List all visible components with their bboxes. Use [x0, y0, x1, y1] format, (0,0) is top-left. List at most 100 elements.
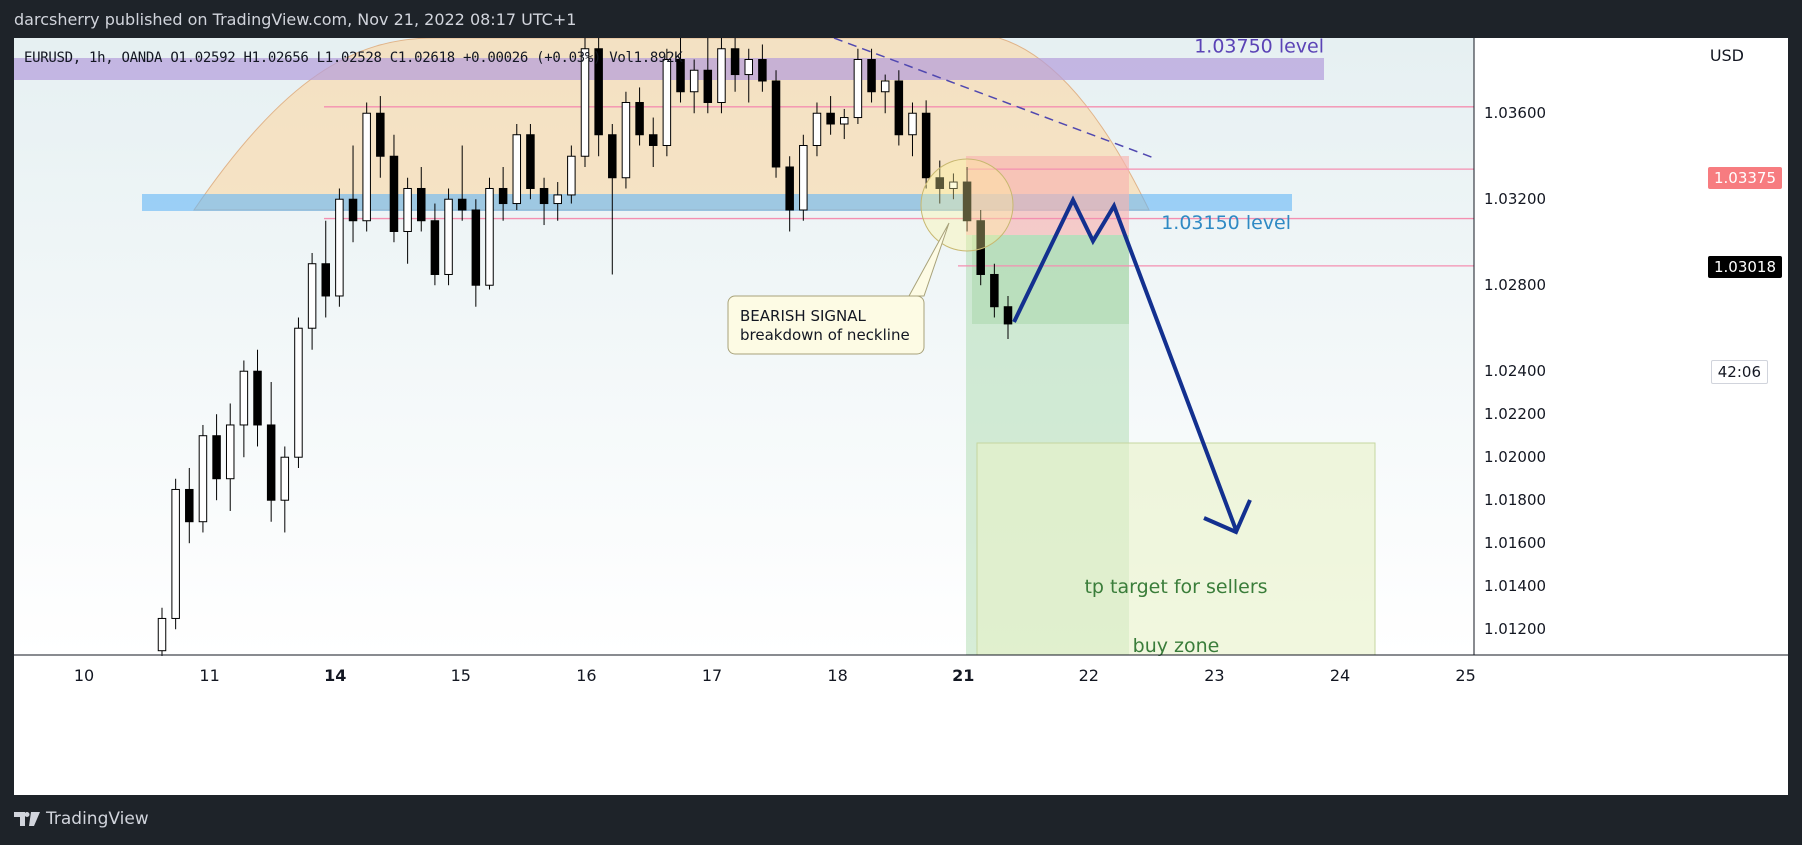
time-tick-24: 24 [1330, 666, 1350, 685]
candle-39 [689, 59, 699, 114]
candle-body [171, 488, 180, 619]
candle-0 [157, 607, 167, 662]
candle-body [512, 134, 522, 205]
candle-body [225, 424, 235, 480]
candle-17 [389, 134, 399, 243]
level-label-mid: 1.03150 level [1161, 212, 1291, 234]
price-tag-upper: 1.03375 [1707, 167, 1782, 189]
candle-body [335, 198, 344, 297]
candle-body [553, 194, 562, 205]
candle-body [280, 456, 290, 501]
candle-37 [662, 48, 672, 157]
publisher-line: darcsherry published on TradingView.com,… [14, 10, 577, 29]
candle-body [526, 134, 535, 189]
candle-body [826, 112, 835, 125]
time-tick-11: 11 [199, 666, 219, 685]
candle-49 [826, 96, 835, 135]
candle-body [785, 166, 794, 211]
candle-13 [335, 188, 344, 307]
candle-9 [280, 446, 290, 533]
dome-pattern [193, 38, 1150, 211]
candle-body [771, 80, 781, 168]
symbol-ohlc-legend: EURUSD, 1h, OANDA O1.02592 H1.02656 L1.0… [24, 50, 683, 66]
candle-44 [758, 44, 767, 92]
level-label-top: 1.03750 level [1194, 38, 1324, 58]
price-tick-5: 1.02000 [1484, 448, 1546, 466]
time-tick-21: 21 [952, 666, 974, 685]
candle-body [840, 117, 849, 125]
candle-62 [1003, 295, 1013, 339]
candle-body [321, 263, 330, 297]
candle-55 [908, 102, 917, 157]
candle-body [717, 48, 726, 103]
candle-body [730, 48, 740, 76]
candle-29 [553, 182, 562, 221]
time-axis-ticks: 10 11 14 15 16 17 18 21 22 23 24 25 [74, 666, 1476, 685]
candle-45 [771, 70, 781, 178]
candle-53 [880, 74, 890, 114]
candle-body [758, 58, 767, 82]
trendline-dashed [833, 38, 1155, 159]
time-tick-22: 22 [1079, 666, 1099, 685]
candle-body [294, 327, 303, 458]
price-tick-1: 1.03200 [1484, 190, 1546, 208]
price-tick-3: 1.02400 [1484, 362, 1546, 380]
price-tick-9: 1.01200 [1484, 620, 1546, 638]
candle-body [239, 370, 249, 426]
candle-51 [853, 48, 863, 124]
price-tick-0: 1.03600 [1484, 104, 1546, 122]
candle-body [198, 435, 208, 523]
candle-body [990, 273, 999, 308]
time-tick-25: 25 [1455, 666, 1475, 685]
candle-27 [526, 123, 535, 200]
time-tick-17: 17 [702, 666, 722, 685]
candle-19 [417, 166, 426, 232]
candle-11 [307, 252, 317, 350]
candle-body [894, 80, 904, 136]
candle-countdown: 42:06 [1710, 360, 1768, 384]
candle-2 [185, 467, 194, 544]
time-axis-bg[interactable] [14, 656, 1788, 695]
candle-body [417, 187, 426, 222]
candle-body [648, 134, 658, 146]
callout-body: breakdown of neckline [740, 326, 910, 344]
candle-56 [921, 100, 931, 189]
candle-body [444, 198, 453, 275]
buy-zone-box [976, 442, 1376, 656]
candle-1 [171, 478, 180, 630]
candle-21 [444, 188, 453, 286]
candle-body [689, 69, 699, 93]
candle-body [608, 134, 617, 179]
candle-35 [635, 87, 644, 146]
time-tick-14: 14 [324, 666, 346, 685]
candle-body [949, 181, 958, 189]
chart-panel[interactable]: BEARISH SIGNAL breakdown of neckline 1.0… [14, 38, 1788, 795]
buy-zone-text: buy zone [1133, 635, 1220, 657]
candle-body [266, 424, 276, 501]
candle-61 [990, 263, 999, 318]
candle-body [389, 155, 399, 232]
candle-body [799, 144, 808, 211]
candle-38 [676, 38, 685, 103]
time-tick-16: 16 [576, 666, 596, 685]
candle-body [485, 187, 494, 286]
candle-5 [225, 403, 235, 511]
candle-33 [608, 123, 617, 275]
projection-arrowhead [1203, 499, 1252, 535]
candle-body [662, 58, 672, 146]
candle-body [348, 198, 358, 222]
candle-6 [239, 360, 249, 458]
candle-body [471, 209, 481, 286]
candle-41 [717, 38, 726, 114]
candle-body [867, 58, 876, 93]
candle-body [430, 220, 440, 275]
candle-58 [949, 173, 958, 200]
price-chart[interactable]: BEARISH SIGNAL breakdown of neckline 1.0… [14, 38, 1788, 795]
candle-3 [198, 424, 208, 533]
candle-body [962, 181, 972, 222]
tradingview-logo[interactable]: TradingView [14, 809, 149, 829]
candle-14 [348, 145, 358, 243]
candle-body [935, 177, 945, 189]
candle-body [157, 617, 167, 652]
candle-54 [894, 70, 904, 146]
